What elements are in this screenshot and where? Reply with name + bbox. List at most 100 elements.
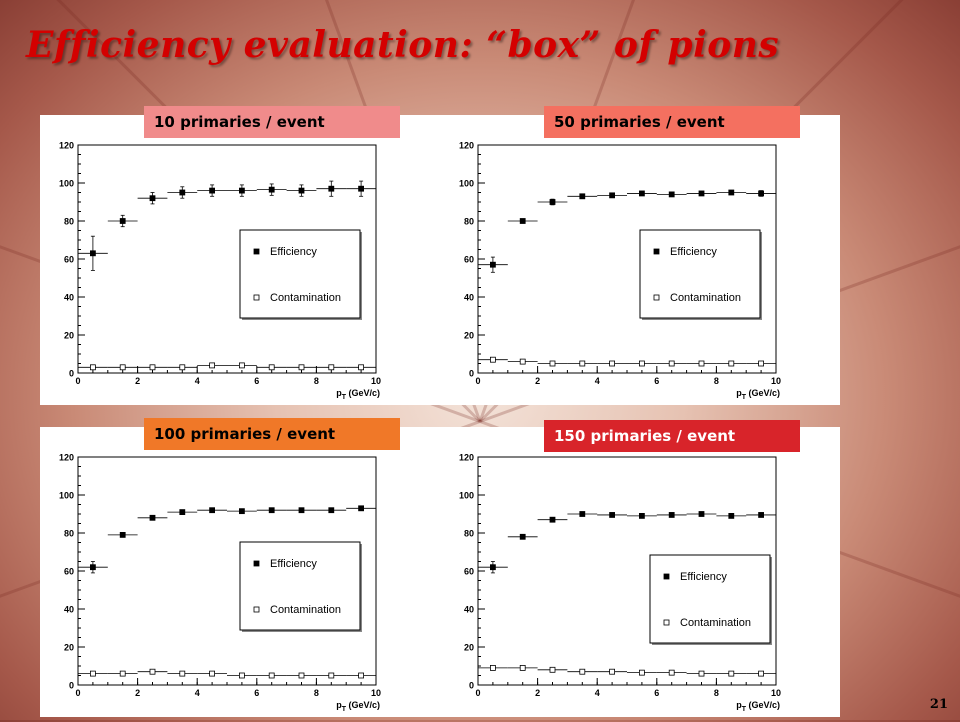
y-tick-label: 60: [64, 567, 74, 577]
efficiency-point: [579, 511, 586, 517]
contamination-point: [668, 360, 675, 367]
contamination-point: [268, 364, 275, 371]
chart-150-svg: 0 20 40 60 80 100 120 0 2 4 6 8 10 pT (GeV/c) Efficien…: [459, 453, 781, 714]
efficiency-point: [638, 513, 645, 519]
contamination-point: [519, 358, 526, 365]
y-tick-label: 40: [64, 605, 74, 615]
efficiency-point: [238, 508, 245, 515]
contamination-point: [490, 356, 496, 363]
x-tick-label: 0: [75, 688, 80, 698]
contamination-point: [609, 360, 616, 367]
efficiency-point: [549, 516, 556, 523]
efficiency-point: [328, 185, 335, 192]
contamination-point: [609, 668, 616, 675]
legend-entry: Contamination: [680, 617, 751, 629]
efficiency-point: [90, 564, 96, 571]
panel-label-10: 10 primaries / event: [144, 106, 400, 138]
y-tick-label: 120: [459, 453, 474, 463]
panel-label-100: 100 primaries / event: [144, 418, 400, 450]
y-tick-label: 80: [64, 217, 74, 227]
contamination-point: [579, 360, 586, 367]
legend-entry: Contamination: [270, 292, 341, 304]
legend-entry: Efficiency: [270, 246, 317, 258]
x-axis-label: pT (GeV/c): [336, 700, 380, 713]
efficiency-point: [358, 185, 365, 192]
y-tick-label: 60: [464, 567, 474, 577]
legend-contamination-marker: [653, 294, 660, 301]
x-axis-label: pT (GeV/c): [336, 388, 380, 401]
contamination-point: [209, 670, 216, 677]
legend-efficiency-marker: [253, 560, 260, 567]
efficiency-point: [579, 193, 586, 200]
contamination-point: [179, 364, 186, 371]
efficiency-point: [758, 190, 765, 197]
efficiency-point: [549, 199, 556, 205]
y-tick-label: 20: [464, 643, 474, 653]
contamination-point: [490, 664, 496, 671]
efficiency-point: [149, 195, 156, 202]
contamination-point: [328, 672, 335, 679]
efficiency-point: [298, 507, 305, 514]
contamination-point: [519, 664, 526, 671]
legend-contamination-marker: [663, 619, 670, 626]
x-tick-label: 6: [654, 376, 659, 386]
legend-box: [649, 554, 771, 644]
panel-label-150: 150 primaries / event: [544, 420, 800, 452]
efficiency-point: [728, 189, 735, 196]
chart-panel-150: 0 20 40 60 80 100 120 0 2 4 6 8 10 pT (GeV/c) Efficien…: [440, 427, 840, 717]
y-tick-label: 40: [464, 293, 474, 303]
x-tick-label: 10: [371, 376, 381, 386]
contamination-point: [698, 360, 705, 367]
chart-10-svg: 0 20 40 60 80 100 120 0 2 4 6 8 10 pT (GeV/c) Efficien…: [59, 141, 381, 402]
y-tick-label: 20: [64, 331, 74, 341]
efficiency-point: [268, 186, 275, 193]
efficiency-point: [519, 218, 526, 224]
efficiency-point: [490, 564, 496, 571]
contamination-point: [358, 364, 365, 371]
legend-efficiency-marker: [663, 573, 670, 580]
contamination-point: [638, 360, 645, 367]
contamination-point: [579, 668, 586, 675]
y-tick-label: 0: [469, 681, 474, 691]
legend-entry: Efficiency: [670, 246, 717, 258]
contamination-point: [549, 666, 556, 673]
efficiency-point: [490, 261, 496, 268]
efficiency-point: [328, 507, 335, 514]
contamination-point: [209, 362, 216, 369]
efficiency-point: [119, 218, 126, 224]
x-axis-label: pT (GeV/c): [736, 388, 780, 401]
x-tick-label: 2: [535, 376, 540, 386]
x-tick-label: 2: [135, 376, 140, 386]
efficiency-point: [609, 512, 616, 518]
legend-entry: Contamination: [270, 604, 341, 616]
chart-panel-50: 0 20 40 60 80 100 120 0 2 4 6 8 10 pT (GeV/c) Efficien…: [440, 115, 840, 405]
legend-box: [239, 229, 361, 319]
y-tick-label: 100: [59, 179, 74, 189]
y-tick-label: 80: [64, 529, 74, 539]
y-tick-label: 0: [469, 369, 474, 379]
x-tick-label: 6: [254, 688, 259, 698]
legend-entry: Contamination: [670, 292, 741, 304]
y-tick-label: 100: [459, 179, 474, 189]
efficiency-point: [358, 505, 365, 512]
efficiency-point: [268, 507, 275, 514]
slide-title: Efficiency evaluation: “box” of pions: [26, 24, 780, 66]
contamination-point: [638, 669, 645, 676]
contamination-point: [728, 670, 735, 677]
efficiency-point: [209, 187, 216, 194]
contamination-point: [298, 672, 305, 679]
x-axis-label: pT (GeV/c): [736, 700, 780, 713]
y-tick-label: 0: [69, 681, 74, 691]
contamination-point: [668, 669, 675, 676]
contamination-point: [90, 670, 96, 677]
efficiency-point: [638, 190, 645, 197]
x-tick-label: 0: [475, 376, 480, 386]
legend-entry: Efficiency: [680, 571, 727, 583]
x-tick-label: 4: [195, 688, 200, 698]
efficiency-point: [179, 509, 186, 515]
x-tick-label: 0: [475, 688, 480, 698]
contamination-point: [119, 670, 126, 677]
efficiency-point: [668, 191, 675, 198]
legend-box: [239, 541, 361, 631]
x-tick-label: 10: [771, 688, 781, 698]
